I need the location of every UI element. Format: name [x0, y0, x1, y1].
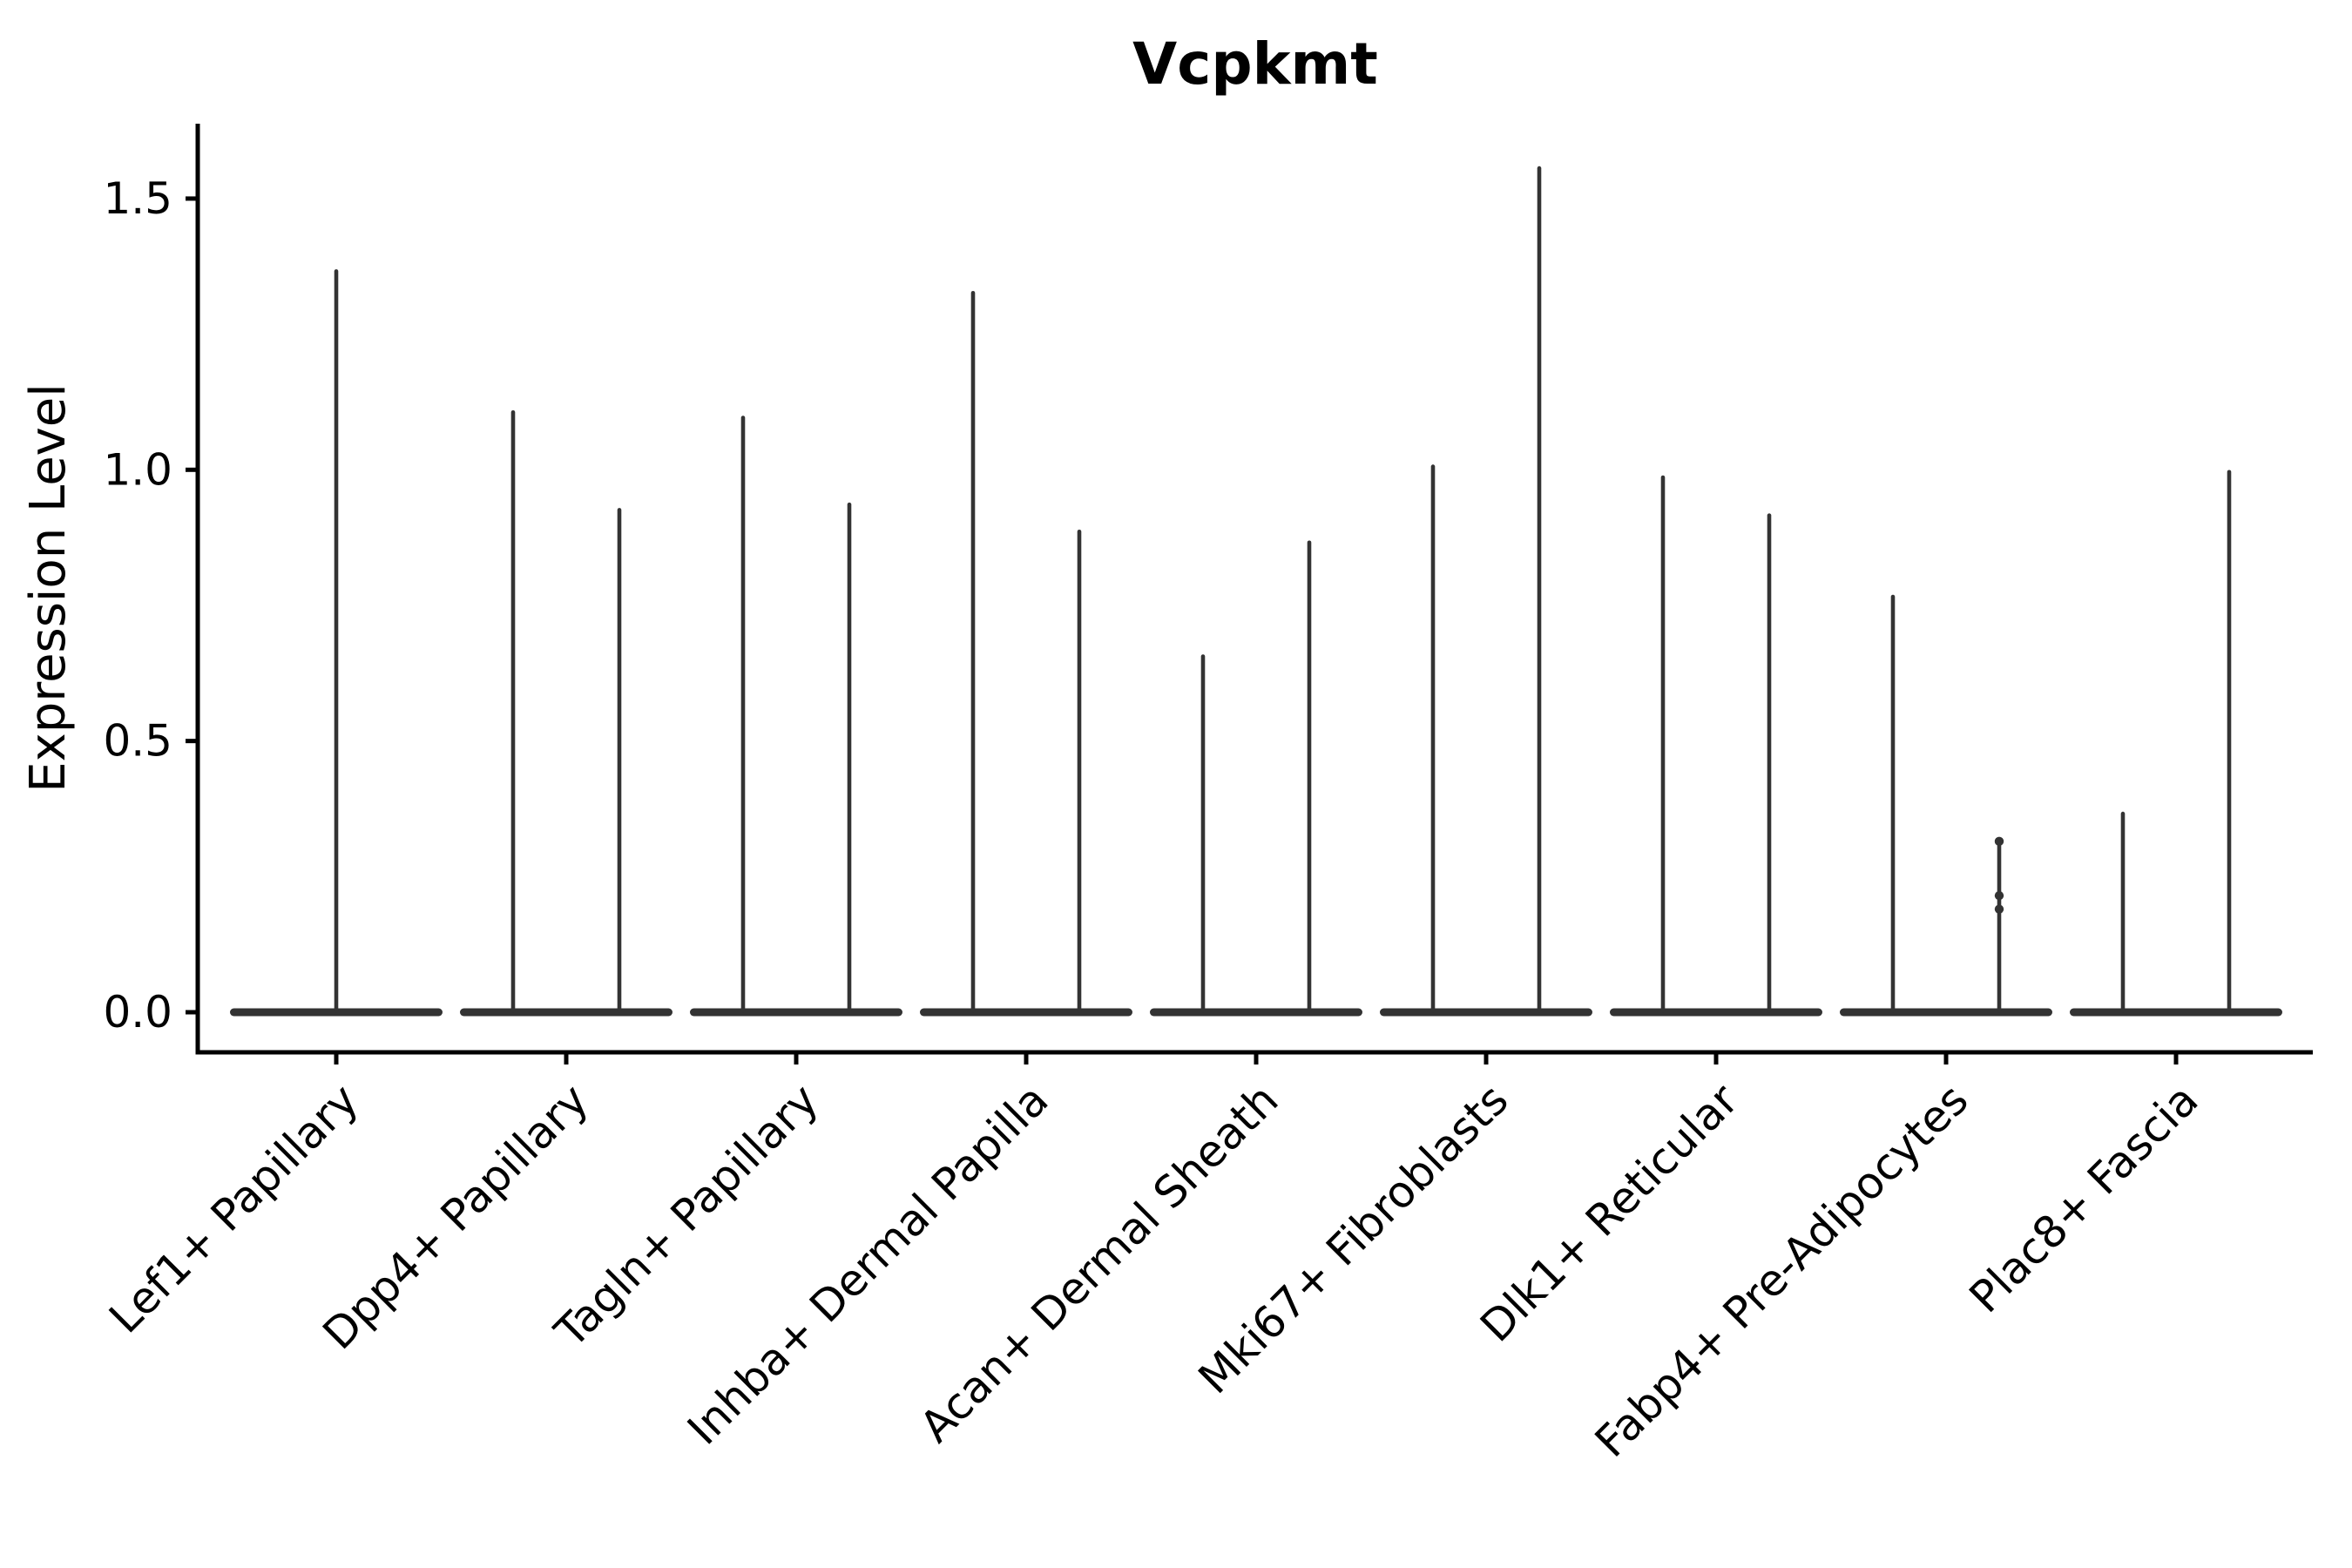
- violin-group: [2070, 470, 2282, 1017]
- violin-baseline: [1610, 1008, 1822, 1017]
- violin-group: [230, 269, 443, 1017]
- y-tick-label: 1.5: [103, 173, 172, 224]
- violin-group: [1150, 540, 1362, 1017]
- violins-layer: [230, 166, 2282, 1017]
- violin-baseline: [460, 1008, 672, 1017]
- violin-group: [690, 416, 902, 1017]
- x-tick-label: Plac8+ Fascia: [1960, 1074, 2208, 1322]
- violin-baseline: [920, 1008, 1132, 1017]
- y-axis-title: Expression Level: [20, 383, 77, 793]
- x-tick-label: Lef1+ Papillary: [99, 1074, 368, 1342]
- x-tick-label: Fabp4+ Pre-Adipocytes: [1585, 1074, 1978, 1467]
- chart-title: Vcpkmt: [1132, 30, 1378, 98]
- jitter-point: [1994, 904, 2004, 914]
- violin-group: [1840, 594, 2052, 1017]
- violin-baseline: [690, 1008, 902, 1017]
- jitter-point: [1994, 890, 2004, 901]
- jitter-point: [1994, 836, 2004, 847]
- y-tick-label: 0.5: [103, 716, 172, 767]
- y-tick-label: 1.0: [103, 444, 172, 495]
- violin-baseline: [2070, 1008, 2282, 1017]
- violin-group: [1380, 166, 1592, 1017]
- violin-group: [1610, 475, 1822, 1017]
- violin-group: [460, 410, 672, 1017]
- y-tick-label: 0.0: [103, 987, 172, 1037]
- violin-baseline: [1840, 1008, 2052, 1017]
- violin-group: [920, 291, 1132, 1017]
- violin-baseline: [1150, 1008, 1362, 1017]
- violin-baseline: [1380, 1008, 1592, 1017]
